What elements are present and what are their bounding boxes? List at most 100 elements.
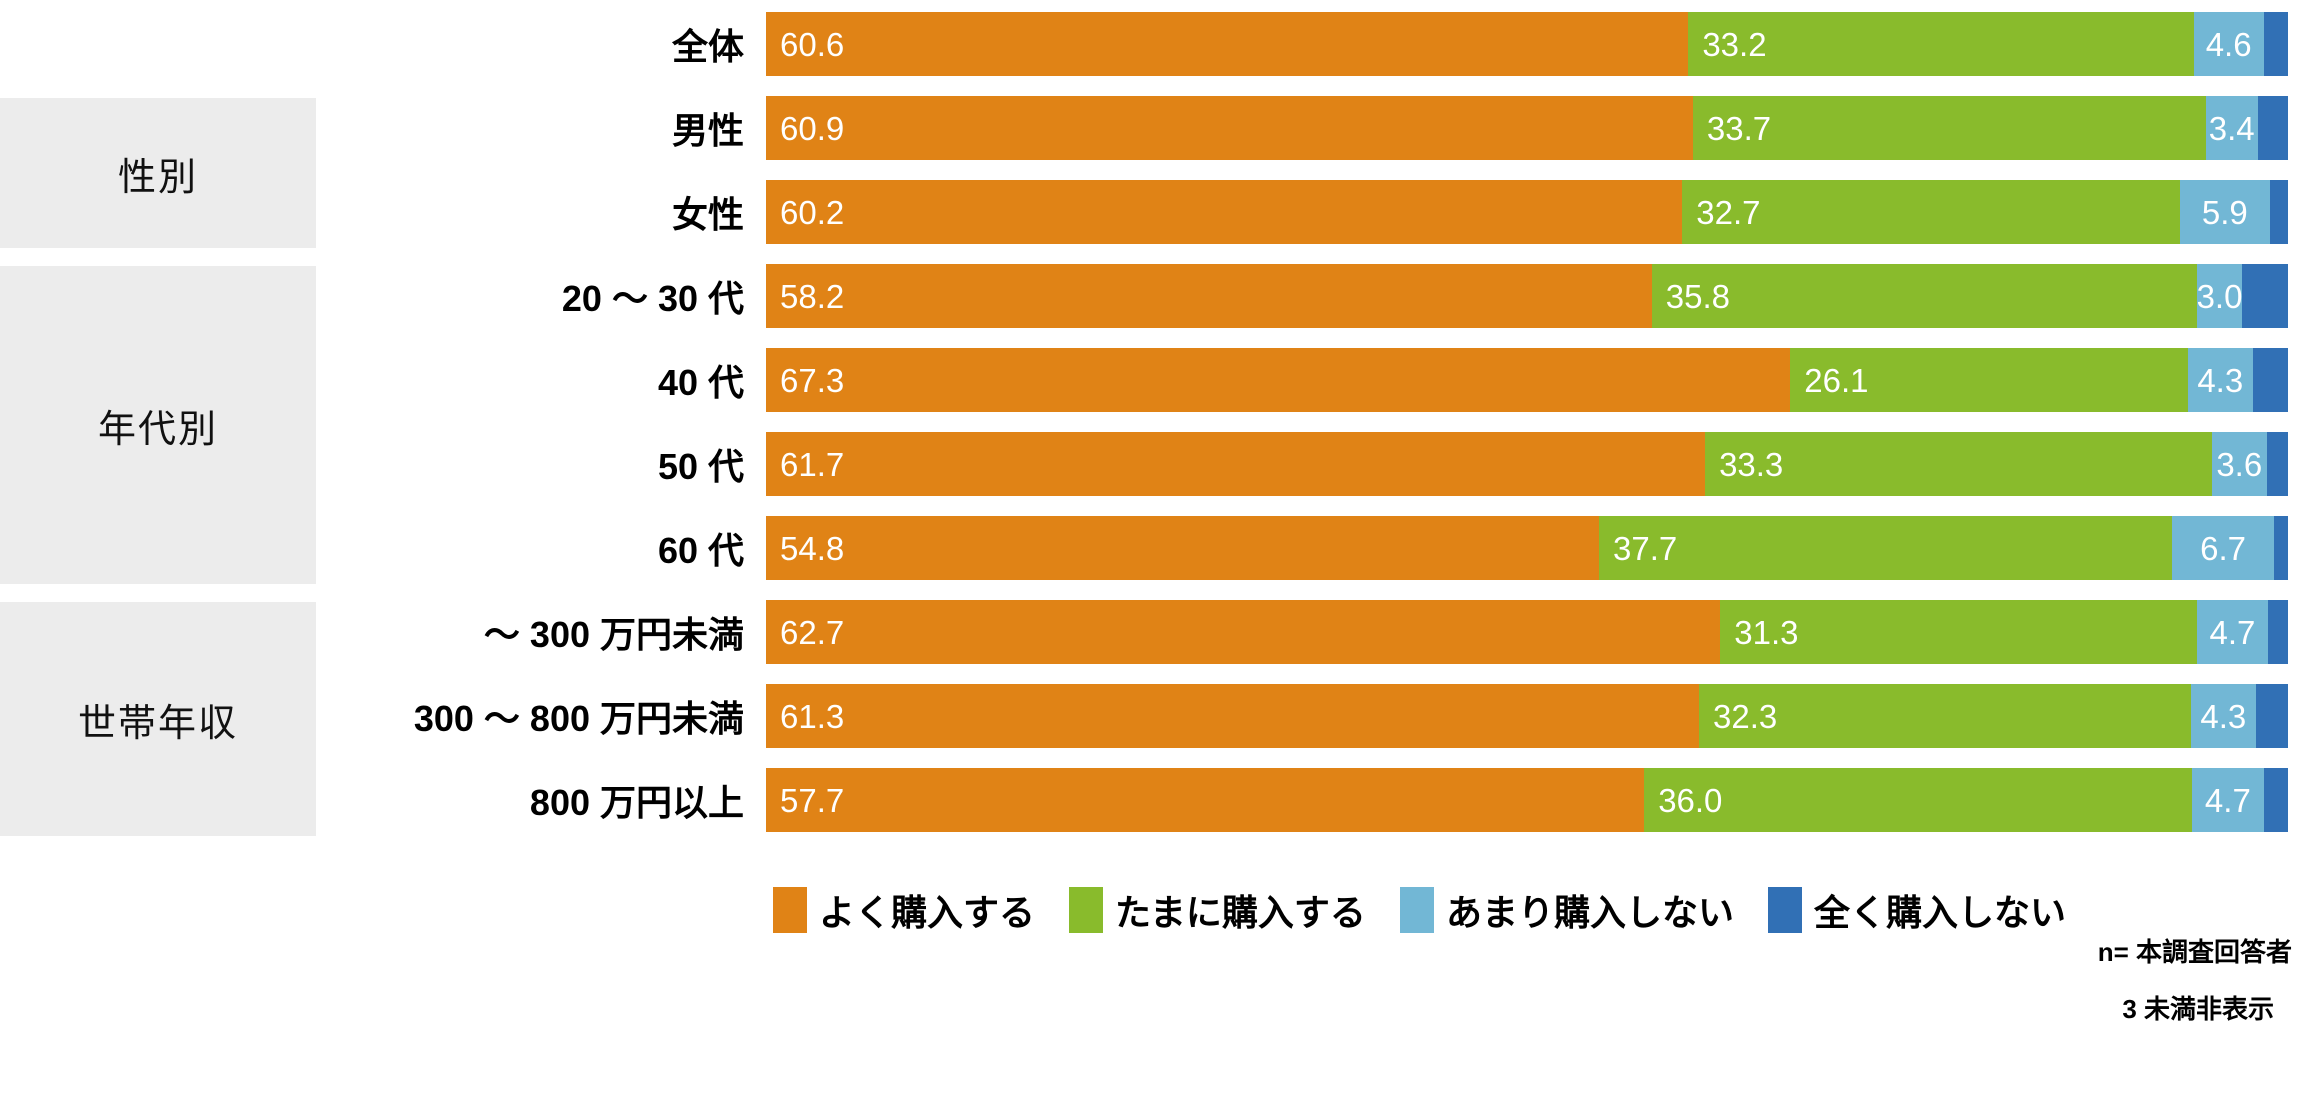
bar-value-label: 5.9 (2201, 193, 2248, 231)
stacked-bar: 62.7 31.3 4.7 (766, 600, 2288, 664)
bar-segment: 35.8 (1651, 264, 2197, 328)
bar-value-label: 3.6 (2216, 445, 2263, 483)
legend-label: たまに購入する (1115, 892, 1366, 933)
row-label: 20 ～ 30 代 (561, 278, 744, 319)
group-box: 年代別 (0, 266, 316, 584)
bar-segment: 37.7 (1599, 516, 2173, 580)
bar-segment: 3.6 (2211, 432, 2267, 496)
stacked-bar: 60.2 32.7 5.9 (766, 180, 2288, 244)
bar-value-label: 4.3 (2200, 697, 2247, 735)
bar-segment: 3.0 (2196, 264, 2243, 328)
row-label: 60 代 (657, 530, 744, 571)
bar-segment: 26.1 (1790, 348, 2188, 412)
bar-value-label: 3.4 (2208, 109, 2255, 147)
stacked-bar: 67.3 26.1 4.3 (766, 348, 2288, 412)
bar-value-label: 4.7 (2204, 781, 2251, 819)
bar-value-label: 60.6 (780, 25, 845, 63)
stacked-bar: 61.7 33.3 3.6 (766, 432, 2288, 496)
bar-segment: 60.2 (766, 180, 1683, 244)
bar-segment: 60.6 (766, 12, 1689, 76)
bar-value-label: 62.7 (780, 613, 845, 651)
bar-value-label: 31.3 (1734, 613, 1799, 651)
note-hidden-threshold: 3 未満非表示 (2122, 994, 2274, 1024)
bar-segment: 60.9 (766, 96, 1693, 160)
bar-segment (2256, 684, 2288, 748)
bar-segment (2263, 12, 2288, 76)
bar-segment (2257, 96, 2288, 160)
bar-value-label: 26.1 (1804, 361, 1869, 399)
group-box: 世帯年収 (0, 602, 316, 836)
legend-label: あまり購入しない (1445, 892, 1734, 933)
stacked-bar: 58.2 35.8 3.0 (766, 264, 2288, 328)
row-label: 全体 (671, 26, 744, 67)
bar-value-label: 4.7 (2209, 613, 2256, 651)
bar-segment: 67.3 (766, 348, 1791, 412)
bar-segment (2263, 768, 2288, 832)
bar-segment: 4.6 (2193, 12, 2264, 76)
bar-segment: 33.3 (1705, 432, 2212, 496)
bar-value-label: 35.8 (1665, 277, 1731, 315)
stacked-bar: 61.3 32.3 4.3 (766, 684, 2288, 748)
bar-segment: 4.3 (2187, 348, 2253, 412)
legend-item: よく購入する (773, 884, 1035, 936)
bar-segment (2252, 348, 2288, 412)
bar-segment: 32.3 (1698, 684, 2191, 748)
bar-segment: 61.3 (766, 684, 1699, 748)
legend: よく購入する たまに購入する あまり購入しない 全く購入しない (773, 884, 2066, 936)
bar-value-label: 54.8 (780, 529, 845, 567)
stacked-bar: 60.6 33.2 4.6 (766, 12, 2288, 76)
bar-segment: 33.7 (1692, 96, 2206, 160)
bar-value-label: 60.2 (780, 193, 845, 231)
legend-item: たまに購入する (1069, 884, 1366, 936)
bar-value-label: 60.9 (780, 109, 845, 147)
bar-segment (2274, 516, 2288, 580)
bar-segment: 31.3 (1720, 600, 2197, 664)
bar-segment (2266, 432, 2288, 496)
bar-segment: 4.7 (2192, 768, 2264, 832)
bar-segment: 5.9 (2179, 180, 2270, 244)
bar-value-label: 4.6 (2205, 25, 2252, 63)
bar-segment (2242, 264, 2288, 328)
bar-value-label: 58.2 (780, 277, 845, 315)
row-label: 50 代 (657, 446, 744, 487)
row-label: ～ 300 万円未満 (483, 614, 744, 655)
legend-swatch (1069, 887, 1104, 933)
legend-swatch (1399, 887, 1434, 933)
bar-segment: 58.2 (766, 264, 1652, 328)
bar-segment (2268, 600, 2288, 664)
bar-segment: 6.7 (2172, 516, 2274, 580)
bar-segment: 61.7 (766, 432, 1706, 496)
bar-value-label: 57.7 (780, 781, 845, 819)
legend-swatch (773, 887, 807, 933)
bar-segment: 4.7 (2196, 600, 2269, 664)
bar-segment: 62.7 (766, 600, 1721, 664)
bar-segment: 3.4 (2205, 96, 2258, 160)
note-sample-size: n= 本調査回答者 (2097, 937, 2292, 967)
legend-label: よく購入する (819, 892, 1036, 933)
bar-value-label: 61.3 (780, 697, 845, 735)
bar-segment: 33.2 (1688, 12, 2194, 76)
stacked-bar: 60.9 33.7 3.4 (766, 96, 2288, 160)
stacked-bar: 57.7 36.0 4.7 (766, 768, 2288, 832)
bar-segment: 57.7 (766, 768, 1645, 832)
stacked-bar: 54.8 37.7 6.7 (766, 516, 2288, 580)
bar-segment: 4.3 (2190, 684, 2257, 748)
bar-value-label: 33.7 (1706, 109, 1772, 147)
bar-value-label: 37.7 (1613, 529, 1678, 567)
bar-value-label: 32.7 (1696, 193, 1761, 231)
legend-item: あまり購入しない (1399, 884, 1734, 936)
bar-segment: 36.0 (1644, 768, 2193, 832)
legend-swatch (1767, 887, 1802, 933)
bar-value-label: 33.3 (1719, 445, 1784, 483)
bar-value-label: 67.3 (780, 361, 845, 399)
bar-value-label: 6.7 (2200, 529, 2247, 567)
bar-value-label: 4.3 (2197, 361, 2244, 399)
bar-value-label: 61.7 (780, 445, 845, 483)
legend-item: 全く購入しない (1767, 884, 2066, 936)
bar-segment: 32.7 (1682, 180, 2180, 244)
row-label: 男性 (671, 110, 744, 151)
bar-value-label: 3.0 (2196, 277, 2243, 315)
bar-value-label: 32.3 (1712, 697, 1778, 735)
bar-value-label: 36.0 (1658, 781, 1723, 819)
